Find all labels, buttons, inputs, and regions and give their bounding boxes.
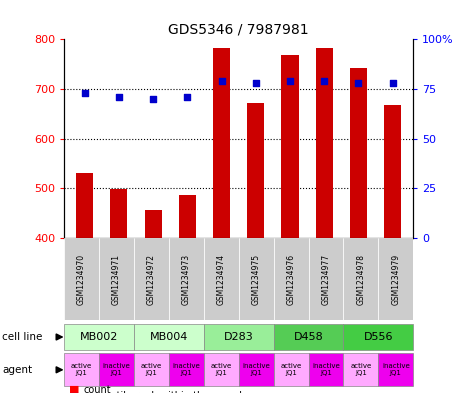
Bar [282, 55, 299, 393]
Bar [204, 353, 238, 386]
Bar [378, 353, 413, 386]
Bar [238, 353, 274, 386]
Point [355, 80, 362, 86]
Text: count: count [83, 385, 111, 393]
Bar [134, 353, 169, 386]
Bar [64, 353, 99, 386]
Bar [99, 353, 134, 386]
Text: ■: ■ [69, 385, 79, 393]
Point [286, 78, 294, 84]
Bar [247, 103, 265, 393]
Text: MB004: MB004 [150, 332, 188, 342]
Bar [134, 238, 169, 320]
Text: active
JQ1: active JQ1 [350, 363, 371, 376]
Point [321, 78, 328, 84]
Bar [99, 238, 134, 320]
Bar [134, 324, 204, 350]
Point [81, 90, 88, 96]
Text: GSM1234970: GSM1234970 [77, 253, 86, 305]
Bar [379, 238, 413, 320]
Text: ■: ■ [69, 391, 79, 393]
Point [115, 94, 123, 100]
Bar [309, 238, 343, 320]
Text: GSM1234971: GSM1234971 [112, 253, 121, 305]
Bar [350, 68, 367, 393]
Text: inactive
JQ1: inactive JQ1 [242, 363, 270, 376]
Bar [64, 324, 134, 350]
Title: GDS5346 / 7987981: GDS5346 / 7987981 [168, 23, 309, 37]
Bar [274, 238, 309, 320]
Text: inactive
JQ1: inactive JQ1 [103, 363, 130, 376]
Text: active
JQ1: active JQ1 [280, 363, 302, 376]
Bar [144, 211, 162, 393]
Text: active
JQ1: active JQ1 [71, 363, 92, 376]
Point [149, 95, 157, 102]
Bar [316, 48, 333, 393]
Bar [309, 353, 343, 386]
Point [218, 78, 225, 84]
Bar [343, 324, 413, 350]
Text: GSM1234975: GSM1234975 [252, 253, 261, 305]
Text: GSM1234974: GSM1234974 [217, 253, 226, 305]
Point [389, 80, 397, 86]
Text: GSM1234977: GSM1234977 [322, 253, 331, 305]
Text: inactive
JQ1: inactive JQ1 [382, 363, 409, 376]
Bar [169, 353, 204, 386]
Text: GSM1234978: GSM1234978 [356, 253, 365, 305]
Text: D283: D283 [224, 332, 254, 342]
Bar [204, 324, 274, 350]
Point [252, 80, 260, 86]
Bar [343, 238, 379, 320]
Bar [213, 48, 230, 393]
Bar [384, 105, 401, 393]
Bar [238, 238, 274, 320]
Text: MB002: MB002 [80, 332, 118, 342]
Bar [169, 238, 204, 320]
Text: inactive
JQ1: inactive JQ1 [172, 363, 200, 376]
Bar [274, 353, 309, 386]
Text: inactive
JQ1: inactive JQ1 [312, 363, 340, 376]
Text: D458: D458 [294, 332, 323, 342]
Bar [274, 324, 343, 350]
Text: active
JQ1: active JQ1 [210, 363, 232, 376]
Bar [179, 195, 196, 393]
Text: D556: D556 [363, 332, 393, 342]
Text: cell line: cell line [2, 332, 43, 342]
Text: agent: agent [2, 365, 32, 375]
Bar [76, 173, 93, 393]
Bar [64, 238, 99, 320]
Text: GSM1234979: GSM1234979 [391, 253, 400, 305]
Bar [110, 189, 127, 393]
Text: percentile rank within the sample: percentile rank within the sample [83, 391, 248, 393]
Text: active
JQ1: active JQ1 [141, 363, 162, 376]
Text: GSM1234973: GSM1234973 [182, 253, 191, 305]
Text: GSM1234976: GSM1234976 [286, 253, 295, 305]
Bar [343, 353, 379, 386]
Text: GSM1234972: GSM1234972 [147, 253, 156, 305]
Point [183, 94, 191, 100]
Bar [204, 238, 238, 320]
